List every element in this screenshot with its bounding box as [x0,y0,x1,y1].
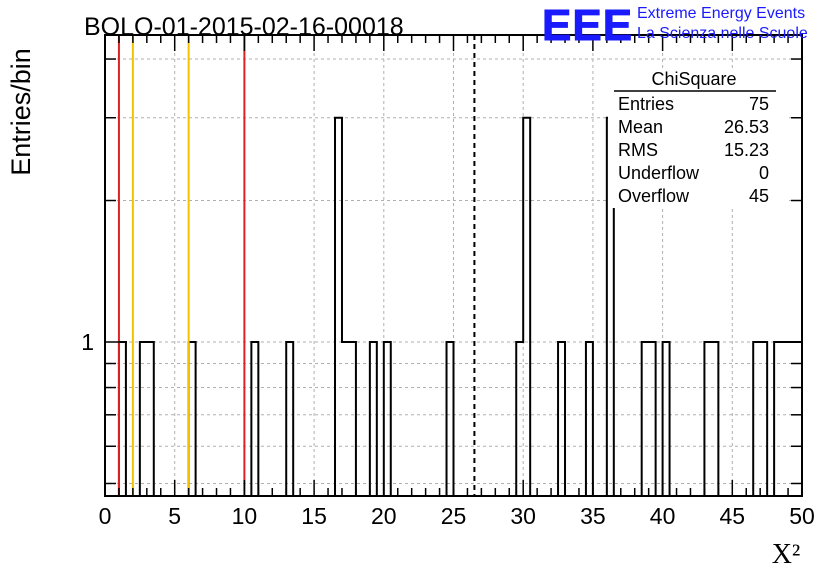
stats-value-underflow: 0 [759,163,769,183]
stats-value-mean: 26.53 [724,117,769,137]
stats-label-entries: Entries [618,94,674,114]
stats-value-entries: 75 [749,94,769,114]
histogram-bin [711,342,718,496]
histogram-bin [774,342,781,496]
histogram-bin [760,342,767,496]
histogram-bin [516,342,523,496]
x-tick-label: 30 [510,503,536,529]
histogram-bin [342,342,349,496]
y-axis-label: Entries/bin [6,48,36,176]
stats-value-rms: 15.23 [724,140,769,160]
x-tick-label: 15 [301,503,327,529]
x-tick-label: 0 [99,503,112,529]
axes: 0 5 10 15 20 25 30 35 40 45 50 1 [81,34,815,529]
stats-title: ChiSquare [651,69,736,89]
histogram-bin [251,342,258,496]
stats-label-rms: RMS [618,140,658,160]
histogram-bin [140,342,147,496]
histogram-bin [286,342,293,496]
eee-logo: EEE [542,1,633,50]
logo-line-2: La Scienza nelle Scuole [637,25,808,42]
x-tick-label: 40 [650,503,676,529]
histogram-bin [753,342,760,496]
stats-label-mean: Mean [618,117,663,137]
histogram-bin [663,342,670,496]
histogram-bin [788,342,795,496]
x-tick-label: 35 [580,503,606,529]
histogram-bin [642,342,649,496]
histogram-bin [523,118,530,496]
histogram-bin [704,342,711,496]
histogram-bin [335,118,342,496]
x-tick-label: 50 [789,503,815,529]
histogram-bin [649,342,656,496]
histogram-bin [370,342,377,496]
logo-line-1: Extreme Energy Events [637,5,805,22]
histogram-bin [781,342,788,496]
histogram-bin [147,342,154,496]
stats-label-underflow: Underflow [618,163,700,183]
x-tick-label: 25 [441,503,467,529]
x-tick-label: 5 [168,503,181,529]
histogram-bin [447,342,454,496]
x-axis-label: X² [772,539,801,570]
x-tick-label: 20 [371,503,397,529]
histogram-bin [384,342,391,496]
run-title: BOLO-01-2015-02-16-00018 [84,13,404,41]
histogram-bin [119,342,126,496]
x-tick-label: 10 [232,503,258,529]
histogram-bin [349,342,356,496]
histogram-bin [795,342,802,496]
histogram-bin [586,342,593,496]
reference-lines [117,35,476,496]
histogram-bin [558,342,565,496]
histogram-bin [189,342,196,496]
x-tick-label: 45 [720,503,746,529]
stats-value-overflow: 45 [749,186,769,206]
stats-label-overflow: Overflow [618,186,690,206]
stats-box: ChiSquare Entries 75 Mean 26.53 RMS 15.2… [608,68,788,208]
y-tick-label: 1 [81,329,94,355]
